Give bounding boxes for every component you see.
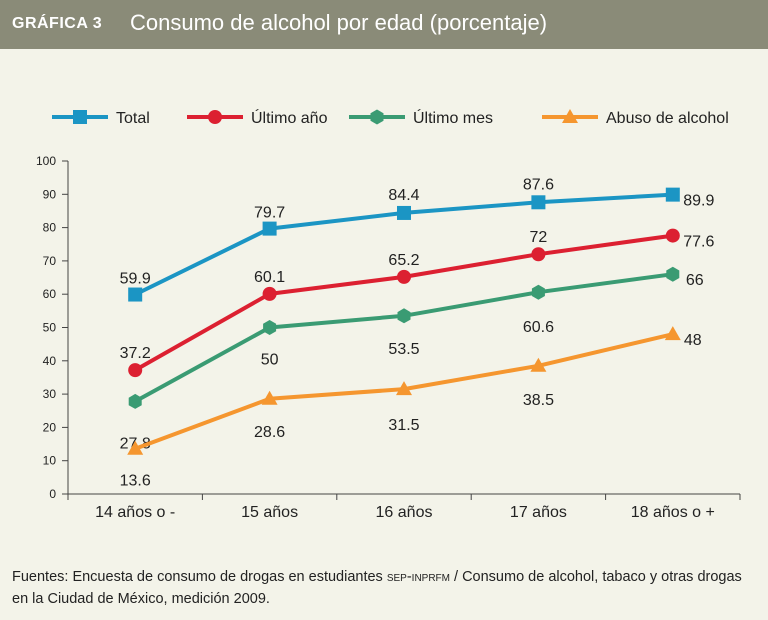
- y-tick-label-40: 40: [43, 354, 57, 368]
- line-chart: 0 10 20 30 40 50 60 70 80 90 100 14 años o - 15 años…: [36, 108, 741, 521]
- y-tick-label-70: 70: [43, 254, 57, 268]
- point-ultimo-mes-2: [397, 308, 411, 324]
- point-ultimo-mes-1: [263, 320, 277, 335]
- point-abuso-de-alcohol-4: [664, 326, 681, 341]
- source-suffix: / Consumo de alcohol, tabaco y otras dro…: [12, 569, 742, 607]
- legend-label-abuso-de-alcohol: Abuso de alcohol: [606, 110, 729, 127]
- data-label-ultimo-ano-4: 77.6: [683, 234, 714, 251]
- figure-number: GRÁFICA 3: [12, 15, 103, 32]
- y-tick-label-50: 50: [43, 321, 57, 335]
- data-label-ultimo-mes-4: 66: [686, 272, 704, 289]
- x-tick-label-0: 14 años o -: [95, 504, 175, 521]
- point-ultimo-ano-1: [262, 286, 277, 301]
- y-tick-label-10: 10: [43, 454, 57, 468]
- source-prefix: Fuentes: Encuesta de consumo de drogas e…: [12, 569, 387, 585]
- chart-title: Consumo de alcohol por edad (porcentaje): [130, 10, 548, 35]
- point-total-4: [665, 187, 680, 202]
- y-tick-label-60: 60: [43, 287, 57, 301]
- y-tick-label-0: 0: [49, 487, 56, 501]
- data-label-ultimo-ano-2: 65.2: [388, 252, 419, 269]
- data-label-abuso-de-alcohol-4: 48: [684, 332, 702, 349]
- point-total-3: [531, 195, 546, 210]
- chart-header: GRÁFICA 3 Consumo de alcohol por edad (p…: [0, 0, 768, 49]
- x-tick-label-4: 18 años o +: [631, 504, 715, 521]
- point-abuso-de-alcohol-0: [127, 440, 144, 455]
- point-ultimo-ano-4: [665, 228, 680, 243]
- data-label-ultimo-mes-2: 53.5: [388, 341, 419, 358]
- x-tick-label-2: 16 años: [376, 504, 433, 521]
- legend-marker-total: [73, 110, 87, 124]
- data-label-ultimo-ano-0: 37.2: [120, 345, 151, 362]
- data-label-abuso-de-alcohol-1: 28.6: [254, 424, 285, 441]
- x-tick-label-1: 15 años: [241, 504, 298, 521]
- source-note: Fuentes: Encuesta de consumo de drogas e…: [12, 566, 757, 610]
- data-label-abuso-de-alcohol-3: 38.5: [523, 392, 554, 409]
- point-total-1: [262, 221, 277, 236]
- y-tick-label-20: 20: [43, 420, 57, 434]
- legend-marker-ultimo-mes: [370, 109, 384, 125]
- legend-label-total: Total: [116, 110, 150, 127]
- point-ultimo-mes-3: [531, 284, 545, 300]
- point-abuso-de-alcohol-1: [261, 390, 278, 405]
- y-tick-label-80: 80: [43, 221, 57, 235]
- point-ultimo-ano-3: [531, 247, 546, 262]
- point-total-2: [397, 205, 411, 220]
- data-label-ultimo-ano-1: 60.1: [254, 269, 285, 286]
- data-label-total-3: 87.6: [523, 176, 554, 193]
- legend-label-ultimo-mes: Último mes: [413, 108, 493, 127]
- data-label-ultimo-ano-3: 72: [530, 229, 548, 246]
- data-label-total-1: 79.7: [254, 205, 285, 222]
- legend-marker-abuso-de-alcohol: [562, 109, 578, 123]
- legend-label-ultimo-ano: Último año: [251, 108, 328, 127]
- data-label-total-2: 84.4: [388, 187, 419, 204]
- data-label-ultimo-mes-3: 60.6: [523, 319, 554, 336]
- point-ultimo-mes-4: [666, 266, 680, 282]
- y-tick-label-90: 90: [43, 187, 57, 201]
- point-ultimo-mes-0: [128, 393, 142, 409]
- point-abuso-de-alcohol-2: [396, 381, 412, 396]
- data-label-total-0: 59.9: [120, 271, 151, 288]
- point-ultimo-ano-0: [128, 363, 143, 378]
- x-tick-label-3: 17 años: [510, 504, 567, 521]
- data-label-ultimo-mes-1: 50: [261, 352, 279, 369]
- point-abuso-de-alcohol-3: [530, 357, 547, 372]
- data-label-abuso-de-alcohol-0: 13.6: [120, 473, 151, 490]
- y-tick-label-30: 30: [43, 387, 57, 401]
- source-org: sep-inprfm: [386, 569, 450, 585]
- legend-marker-ultimo-ano: [208, 110, 222, 124]
- data-label-abuso-de-alcohol-2: 31.5: [388, 417, 419, 434]
- data-label-total-4: 89.9: [683, 193, 714, 210]
- point-total-0: [128, 287, 143, 302]
- y-tick-label-100: 100: [36, 154, 56, 168]
- point-ultimo-ano-2: [397, 269, 411, 284]
